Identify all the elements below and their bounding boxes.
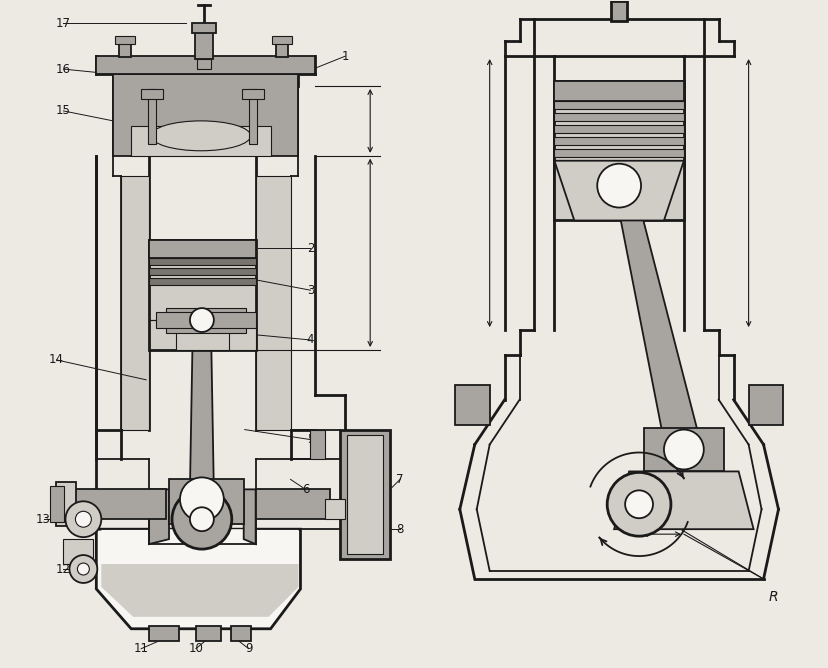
Bar bbox=[64, 539, 94, 564]
Bar bbox=[554, 137, 683, 145]
Polygon shape bbox=[229, 320, 255, 350]
Text: 17: 17 bbox=[56, 17, 71, 30]
Bar bbox=[50, 486, 65, 522]
Circle shape bbox=[180, 478, 224, 521]
Bar bbox=[554, 81, 683, 101]
Text: 10: 10 bbox=[188, 642, 203, 655]
Bar bbox=[554, 81, 683, 220]
Bar bbox=[149, 279, 255, 285]
Bar bbox=[610, 1, 626, 21]
Text: 1: 1 bbox=[341, 49, 349, 63]
Polygon shape bbox=[190, 320, 214, 490]
Circle shape bbox=[596, 164, 640, 208]
Text: 6: 6 bbox=[301, 483, 309, 496]
Bar bbox=[119, 41, 131, 57]
Bar bbox=[149, 240, 255, 350]
Polygon shape bbox=[255, 176, 290, 430]
Bar bbox=[325, 499, 345, 519]
Polygon shape bbox=[96, 529, 300, 629]
Circle shape bbox=[663, 430, 703, 470]
Text: 16: 16 bbox=[56, 63, 71, 75]
Text: 3: 3 bbox=[306, 284, 314, 297]
Bar bbox=[230, 626, 250, 641]
Bar bbox=[347, 435, 383, 554]
Bar bbox=[554, 113, 683, 121]
Bar bbox=[242, 89, 263, 99]
Bar bbox=[340, 430, 390, 559]
Bar bbox=[272, 36, 291, 44]
Bar bbox=[192, 23, 215, 33]
Bar bbox=[554, 101, 683, 109]
Text: 8: 8 bbox=[396, 522, 403, 536]
Circle shape bbox=[624, 490, 652, 518]
Text: 9: 9 bbox=[244, 642, 253, 655]
Circle shape bbox=[190, 308, 214, 332]
Bar bbox=[115, 36, 135, 44]
Bar bbox=[197, 59, 210, 69]
Polygon shape bbox=[101, 564, 298, 617]
Text: 2: 2 bbox=[306, 242, 314, 255]
Polygon shape bbox=[149, 320, 255, 350]
Polygon shape bbox=[614, 184, 700, 454]
Bar bbox=[248, 89, 257, 144]
Polygon shape bbox=[614, 472, 753, 529]
Ellipse shape bbox=[151, 121, 250, 151]
Circle shape bbox=[190, 507, 214, 531]
Bar bbox=[310, 430, 325, 460]
Text: 15: 15 bbox=[56, 104, 71, 118]
Text: 7: 7 bbox=[396, 473, 403, 486]
Text: 13: 13 bbox=[36, 513, 51, 526]
Polygon shape bbox=[113, 74, 298, 156]
Polygon shape bbox=[101, 529, 298, 624]
Bar bbox=[156, 312, 255, 328]
Polygon shape bbox=[243, 490, 255, 544]
Polygon shape bbox=[121, 176, 149, 430]
Bar bbox=[195, 626, 220, 641]
Bar bbox=[195, 31, 213, 59]
Bar bbox=[56, 482, 76, 526]
Circle shape bbox=[171, 490, 232, 549]
Bar bbox=[554, 149, 683, 157]
Circle shape bbox=[70, 555, 97, 583]
Polygon shape bbox=[131, 126, 270, 156]
Bar bbox=[149, 259, 255, 265]
Circle shape bbox=[77, 563, 89, 575]
Bar bbox=[149, 269, 255, 275]
Text: 14: 14 bbox=[49, 353, 64, 366]
Text: 12: 12 bbox=[56, 562, 71, 576]
Text: 11: 11 bbox=[133, 642, 148, 655]
Polygon shape bbox=[149, 490, 169, 544]
Bar bbox=[748, 385, 782, 425]
Text: 4: 4 bbox=[306, 333, 314, 347]
Bar bbox=[61, 490, 166, 519]
Polygon shape bbox=[554, 161, 683, 220]
Bar bbox=[275, 41, 287, 57]
Circle shape bbox=[75, 511, 91, 527]
Circle shape bbox=[65, 501, 101, 537]
Bar bbox=[255, 490, 330, 519]
Text: R: R bbox=[768, 590, 777, 604]
Text: 5: 5 bbox=[306, 433, 314, 446]
Bar bbox=[96, 56, 315, 74]
Bar bbox=[554, 125, 683, 133]
Bar bbox=[141, 89, 163, 99]
Bar bbox=[166, 308, 245, 333]
Bar bbox=[149, 240, 255, 259]
Circle shape bbox=[606, 472, 670, 536]
Bar bbox=[149, 626, 179, 641]
Bar bbox=[643, 428, 723, 472]
Bar bbox=[169, 480, 243, 524]
Bar bbox=[148, 89, 156, 144]
Bar bbox=[455, 385, 489, 425]
